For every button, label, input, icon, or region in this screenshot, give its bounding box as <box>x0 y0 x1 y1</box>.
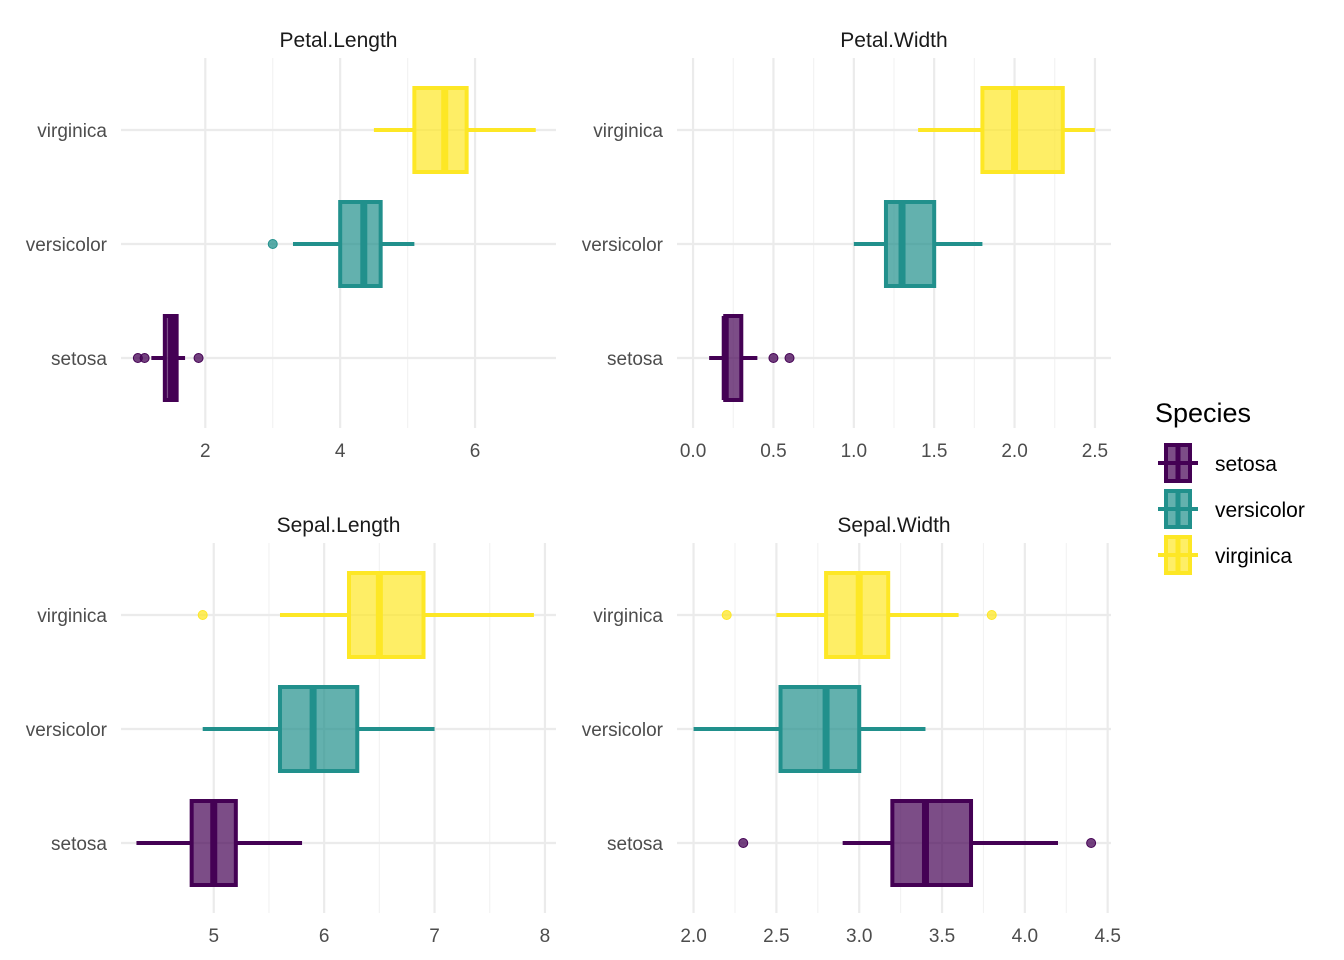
x-tick-label: 2 <box>200 441 211 462</box>
box-iqr <box>778 685 862 773</box>
outlier-point <box>784 353 795 363</box>
y-tick-label: setosa <box>607 834 663 855</box>
y-tick-label: virginica <box>37 121 107 142</box>
legend: Species setosa versicolor virginica <box>1155 398 1305 575</box>
legend-label: versicolor <box>1215 499 1305 522</box>
x-tick-label: 5 <box>208 926 219 947</box>
y-tick-label: setosa <box>607 349 663 370</box>
box-iqr <box>277 685 360 773</box>
x-tick-label: 4 <box>335 441 346 462</box>
box-versicolor <box>202 685 435 773</box>
box-virginica <box>197 571 534 659</box>
x-tick-label: 2.5 <box>1082 441 1108 462</box>
panel-title: Petal.Width <box>840 29 947 52</box>
outlier-point <box>197 610 208 620</box>
x-tick-label: 3.0 <box>846 926 872 947</box>
legend-title: Species <box>1155 398 1251 428</box>
x-tick-label: 2.0 <box>1001 441 1027 462</box>
box-setosa <box>132 314 204 402</box>
outlier-point <box>139 353 150 363</box>
outlier-point <box>721 610 732 620</box>
box-setosa <box>709 314 795 402</box>
panel-petal-width: Petal.Width virginica versicolor setosa 0.0 0… <box>582 29 1111 462</box>
panel-title: Sepal.Length <box>277 514 401 537</box>
x-tick-label: 6 <box>470 441 481 462</box>
outlier-point <box>193 353 204 363</box>
box-iqr <box>346 571 426 659</box>
box-virginica <box>721 571 997 659</box>
x-tick-label: 6 <box>319 926 330 947</box>
panel-title: Petal.Length <box>280 29 398 52</box>
y-tick-label: virginica <box>593 121 663 142</box>
outlier-point <box>267 239 278 249</box>
box-virginica <box>373 86 536 174</box>
outlier-point <box>768 353 779 363</box>
x-tick-label: 7 <box>429 926 440 947</box>
box-iqr <box>980 86 1065 174</box>
y-tick-label: versicolor <box>26 235 108 256</box>
y-tick-label: virginica <box>37 606 107 627</box>
panel-title: Sepal.Width <box>837 514 950 537</box>
box-versicolor <box>267 200 415 288</box>
panel-sepal-width: Sepal.Width virginica versicolor setosa 2.0 2… <box>582 514 1121 947</box>
x-tick-label: 2.5 <box>763 926 789 947</box>
legend-key-setosa <box>1158 443 1198 483</box>
x-tick-label: 4.5 <box>1094 926 1120 947</box>
panel-petal-length: Petal.Length virginica versicolor setosa 2 4 6 <box>26 29 556 462</box>
y-tick-label: setosa <box>51 349 107 370</box>
box-iqr <box>883 200 937 288</box>
outlier-point <box>986 610 997 620</box>
box-versicolor <box>853 200 983 288</box>
x-tick-label: 2.0 <box>680 926 706 947</box>
y-tick-label: virginica <box>593 606 663 627</box>
box-iqr <box>412 86 469 174</box>
y-tick-label: versicolor <box>582 235 664 256</box>
outlier-point <box>738 838 749 848</box>
panel-sepal-length: Sepal.Length virginica versicolor setosa 5 6 7… <box>26 514 556 947</box>
x-tick-label: 0.5 <box>760 441 786 462</box>
y-tick-label: versicolor <box>582 720 664 741</box>
x-tick-label: 1.0 <box>841 441 867 462</box>
box-iqr <box>890 799 974 887</box>
outlier-point <box>1086 838 1097 848</box>
legend-key-versicolor <box>1158 489 1198 529</box>
legend-label: virginica <box>1215 545 1292 568</box>
box-versicolor <box>693 685 926 773</box>
y-tick-label: setosa <box>51 834 107 855</box>
x-tick-label: 1.5 <box>921 441 947 462</box>
box-virginica <box>918 86 1095 174</box>
y-tick-label: versicolor <box>26 720 108 741</box>
box-setosa <box>136 799 303 887</box>
x-tick-label: 4.0 <box>1012 926 1038 947</box>
legend-label: setosa <box>1215 453 1277 476</box>
x-tick-label: 8 <box>540 926 551 947</box>
box-setosa <box>738 799 1097 887</box>
legend-key-virginica <box>1158 535 1198 575</box>
x-tick-label: 3.5 <box>929 926 955 947</box>
x-tick-label: 0.0 <box>680 441 706 462</box>
